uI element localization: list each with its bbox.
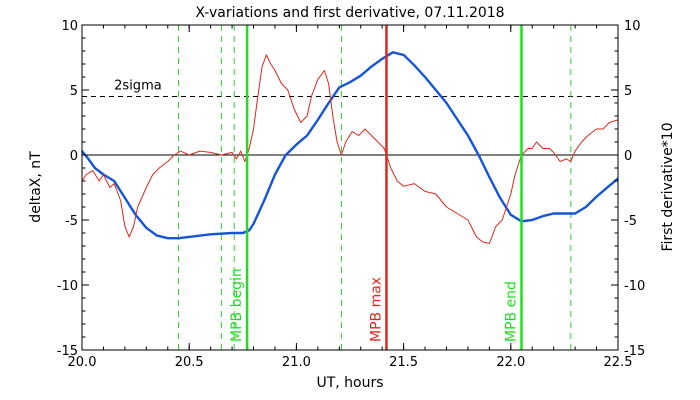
y-tick-label: 5 [70, 84, 78, 99]
y2-tick-label: 10 [624, 19, 641, 34]
x-tick-label: 21.5 [389, 355, 418, 370]
y-axis-label-right: First derivative*10 [660, 122, 676, 251]
series-group [81, 51, 619, 244]
y2-tick-label: -5 [624, 214, 637, 229]
y2-tick-label: -10 [624, 279, 645, 294]
y-tick-label: -15 [57, 344, 78, 359]
y2-tick-label: -15 [624, 344, 645, 359]
y-tick-label: -10 [57, 279, 78, 294]
axes-group: 20.0 20.5 21.0 21.5 22.0 22.5 10 5 0 -5 -10 -15 10 5 0… [57, 19, 645, 370]
y-tick-label: 0 [70, 149, 78, 164]
mpb-markers-group: MPB begin MPB max MPB end [229, 25, 523, 350]
x-axis-label: UT, hours [316, 375, 383, 391]
y-axis-label-left: deltaX, nT [28, 151, 44, 223]
mpb-marker-label: MPB end [504, 281, 520, 342]
x-tick-label: 21.0 [282, 355, 311, 370]
derivative-series-line [81, 54, 619, 244]
chart-title: X-variations and first derivative, 07.11… [195, 5, 504, 21]
threshold-label: 2sigma [114, 79, 162, 94]
y2-tick-label: 5 [624, 84, 632, 99]
y-tick-label: -5 [65, 214, 78, 229]
x-tick-label: 22.5 [604, 355, 633, 370]
x-tick-label: 22.0 [496, 355, 525, 370]
threshold-line-group: 2sigma [82, 79, 618, 97]
mpb-marker-label: MPB max [368, 277, 384, 342]
plot-frame [81, 24, 619, 351]
x-tick-label: 20.0 [68, 355, 97, 370]
y2-tick-label: 0 [624, 149, 632, 164]
y-tick-label: 10 [61, 19, 78, 34]
deltax-series-line [81, 51, 619, 240]
x-tick-label: 20.5 [175, 355, 204, 370]
mpb-marker-label: MPB begin [229, 268, 245, 342]
